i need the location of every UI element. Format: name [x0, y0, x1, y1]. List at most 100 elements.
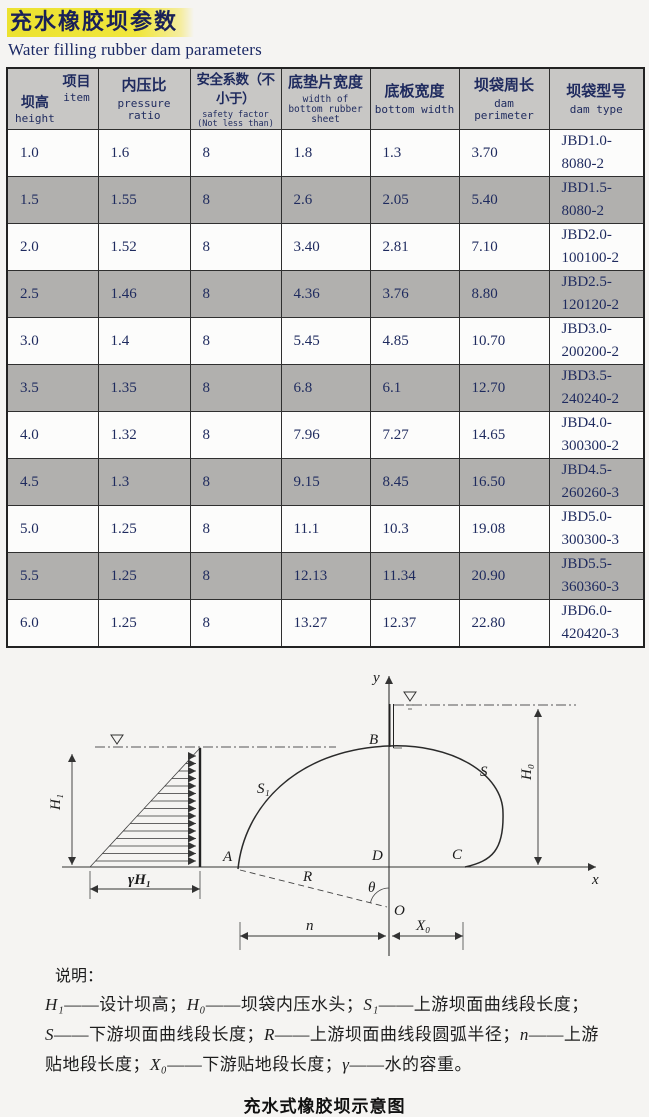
table-cell: 7.96 [280, 411, 371, 459]
table-cell: 2.05 [369, 176, 460, 224]
table-cell: 1.8 [280, 129, 371, 177]
table-row: 3.5 1.35 8 6.8 6.1 12.70 JBD3.5-240240-2 [6, 364, 645, 412]
table-cell: 1.55 [97, 176, 191, 224]
table-cell: JBD1.5-8080-2 [548, 176, 645, 224]
corner-header-cell: 项目 item 坝高 height [6, 67, 99, 130]
table-cell: 13.27 [280, 599, 371, 648]
table-body: 1.0 1.6 8 1.8 1.3 3.70 JBD1.0-8080-2 1.5 1.55 8 2.… [6, 129, 645, 648]
column-header: 底板宽度 bottom width [369, 67, 460, 130]
gamma-h1-label: γH₁ [128, 872, 151, 888]
table-cell: 1.6 [97, 129, 191, 177]
corner-item-zh: 项目 [62, 73, 91, 89]
table-row: 3.0 1.4 8 5.45 4.85 10.70 JBD3.0-200200-2 [6, 317, 645, 365]
table-cell: 1.4 [97, 317, 191, 365]
table-cell: 3.5 [6, 364, 99, 412]
table-cell: 4.85 [369, 317, 460, 365]
notes-line: H₁——设计坝高；H₀——坝袋内压水头；S₁——上游坝面曲线段长度； [45, 995, 589, 1014]
h0-label: H₀ [519, 764, 535, 781]
table-cell: 10.70 [458, 317, 550, 365]
table-cell: JBD5.0-300300-3 [548, 505, 645, 553]
page-subtitle: Water filling rubber dam parameters [8, 40, 262, 59]
table-cell: 2.81 [369, 223, 460, 271]
table-cell: 2.5 [6, 270, 99, 318]
table-cell: JBD2.5-120120-2 [548, 270, 645, 318]
table-cell: 3.40 [280, 223, 371, 271]
table-cell: 1.25 [97, 552, 191, 600]
pressure-triangle [89, 746, 201, 868]
table-cell: JBD3.0-200200-2 [548, 317, 645, 365]
table-row: 4.0 1.32 8 7.96 7.27 14.65 JBD4.0-300300-2 [6, 411, 645, 459]
notes-heading: 说明： [55, 968, 104, 985]
table-cell: 1.5 [6, 176, 99, 224]
table-cell: 6.0 [6, 599, 99, 648]
corner-height-label: 坝高 height [15, 94, 55, 125]
s-curve-label: S [480, 764, 488, 780]
table-cell: 6.1 [369, 364, 460, 412]
column-header: 安全系数（不小于） safety factor (Not less than) [189, 67, 282, 130]
table-cell: 8 [189, 176, 282, 224]
table-cell: 7.10 [458, 223, 550, 271]
table-cell: 1.3 [97, 458, 191, 506]
table-cell: 9.15 [280, 458, 371, 506]
page-title: 充水橡胶坝参数 [7, 8, 195, 37]
s1-curve-label: S₁ [257, 781, 270, 797]
table-cell: 8 [189, 129, 282, 177]
table-cell: 12.37 [369, 599, 460, 648]
table-cell: 8 [189, 317, 282, 365]
table-cell: 8 [189, 411, 282, 459]
radius-label: R [302, 869, 312, 885]
corner-item-label: 项目 item [63, 73, 91, 104]
table-cell: 1.3 [369, 129, 460, 177]
x-axis-label: x [591, 872, 599, 888]
notes-block: 说明： H₁——设计坝高；H₀——坝袋内压水头；S₁——上游坝面曲线段长度； S… [45, 964, 620, 1080]
table-cell: 8 [189, 270, 282, 318]
table-cell: JBD2.0-100100-2 [548, 223, 645, 271]
table-cell: 11.1 [280, 505, 371, 553]
point-c-label: C [452, 847, 463, 863]
dam-schematic-diagram: x y H₀ H₁ γH₁ R θ O [48, 670, 599, 956]
table-cell: 8 [189, 458, 282, 506]
table-cell: 7.27 [369, 411, 460, 459]
corner-height-en: height [15, 112, 55, 125]
table-cell: 8.80 [458, 270, 550, 318]
table-cell: 3.70 [458, 129, 550, 177]
table-row: 5.5 1.25 8 12.13 11.34 20.90 JBD5.5-360360-3 [6, 552, 645, 600]
table-cell: 1.32 [97, 411, 191, 459]
table-cell: 12.70 [458, 364, 550, 412]
table-row: 4.5 1.3 8 9.15 8.45 16.50 JBD4.5-260260-3 [6, 458, 645, 506]
table-cell: 2.0 [6, 223, 99, 271]
table-cell: 1.46 [97, 270, 191, 318]
table-cell: 20.90 [458, 552, 550, 600]
pressure-arrows [95, 752, 196, 865]
notes-line: 贴地段长度；X₀——下游贴地段长度；γ——水的容重。 [45, 1055, 472, 1074]
table-cell: 8 [189, 505, 282, 553]
point-d-label: D [371, 848, 383, 864]
table-row: 2.5 1.46 8 4.36 3.76 8.80 JBD2.5-120120-2 [6, 270, 645, 318]
table-cell: 4.5 [6, 458, 99, 506]
table-cell: 22.80 [458, 599, 550, 648]
column-header: 内压比 pressure ratio [97, 67, 191, 130]
center-label: O [394, 903, 405, 919]
column-header: 底垫片宽度 width of bottom rubber sheet [280, 67, 371, 130]
table-row: 5.0 1.25 8 11.1 10.3 19.08 JBD5.0-300300-3 [6, 505, 645, 553]
table-cell: 12.13 [280, 552, 371, 600]
table-cell: JBD4.5-260260-3 [548, 458, 645, 506]
table-cell: 8 [189, 364, 282, 412]
dam-bag-curve [237, 745, 504, 870]
table-cell: 16.50 [458, 458, 550, 506]
table-cell: JBD4.0-300300-2 [548, 411, 645, 459]
doc-header: 充水橡胶坝参数 Water filling rubber dam paramet… [0, 0, 649, 61]
h1-label: H₁ [48, 794, 64, 811]
table-cell: 1.52 [97, 223, 191, 271]
column-header: 坝袋型号 dam type [548, 67, 645, 130]
column-header: 坝袋周长 dam perimeter [458, 67, 550, 130]
point-a-label: A [222, 849, 233, 865]
table-cell: 8 [189, 599, 282, 648]
theta-label: θ [368, 880, 376, 896]
figure-caption: 充水式橡胶坝示意图 [243, 1097, 406, 1116]
table-cell: 14.65 [458, 411, 550, 459]
point-b-label: B [369, 732, 378, 748]
notes-line: S——下游坝面曲线段长度；R——上游坝面曲线段圆弧半径；n——上游 [45, 1025, 599, 1044]
corner-height-zh: 坝高 [20, 94, 49, 110]
